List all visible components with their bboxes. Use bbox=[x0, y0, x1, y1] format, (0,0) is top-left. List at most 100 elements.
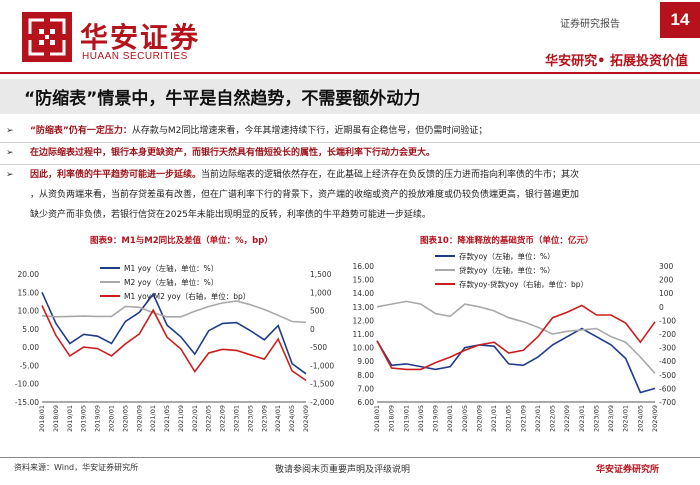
bullet-3-text: 当前边际缩表的逻辑依然存在，在此基础上经济存在负反馈的压力进而指向利率债的牛市；… bbox=[201, 170, 580, 180]
right-ytick-left: 6.00 bbox=[357, 398, 374, 407]
disclaimer-link[interactable]: 敬请参阅末页重要声明及评级说明 bbox=[275, 465, 411, 475]
bullet-item-1: “防缩表”仍有一定压力：从存款与M2同比增速来看，今年其增速持续下行，近期虽有企… bbox=[30, 124, 690, 139]
row-divider bbox=[0, 142, 700, 143]
right-ytick-left: 11.00 bbox=[353, 330, 375, 339]
left-ytick-right: 1,500 bbox=[310, 270, 332, 279]
right-ytick-right: -600 bbox=[659, 384, 676, 393]
left-legend-label: M2 yoy（左轴，单位：%） bbox=[124, 277, 218, 287]
right-xtick: 2021/05 bbox=[505, 405, 513, 432]
left-xtick: 2018/01 bbox=[38, 405, 46, 432]
right-ytick-right: 300 bbox=[659, 262, 674, 271]
row-divider bbox=[0, 164, 700, 165]
right-ytick-right: 0 bbox=[659, 303, 664, 312]
left-ytick-right: -1,500 bbox=[310, 380, 334, 389]
left-legend-label: M1 yoy-M2 yoy（右轴，单位：bp） bbox=[124, 291, 250, 301]
right-xtick: 2020/09 bbox=[475, 405, 483, 432]
right-xtick: 2022/05 bbox=[549, 405, 557, 432]
right-ytick-right: 100 bbox=[659, 289, 674, 298]
right-ytick-right: -200 bbox=[659, 330, 676, 339]
left-xtick: 2019/01 bbox=[66, 405, 74, 432]
left-xtick: 2024/01 bbox=[274, 405, 282, 432]
left-xtick: 2021/05 bbox=[163, 405, 171, 432]
left-xtick: 2019/05 bbox=[80, 405, 88, 432]
chart-caption-right: 图表10：降准释放的基础货币（单位：亿元） bbox=[420, 236, 594, 246]
right-xtick: 2023/09 bbox=[607, 405, 615, 432]
left-series-line-2 bbox=[41, 300, 307, 324]
left-xtick: 2024/09 bbox=[302, 405, 310, 432]
left-xtick: 2018/09 bbox=[52, 405, 60, 432]
chart-caption-left: 图表9：M1与M2同比及差值（单位：%，bp） bbox=[90, 236, 273, 246]
right-ytick-left: 14.00 bbox=[353, 289, 375, 298]
right-xtick: 2018/09 bbox=[388, 405, 396, 432]
right-xtick: 2023/05 bbox=[592, 405, 600, 432]
right-xtick: 2024/01 bbox=[622, 405, 630, 432]
left-series-line-1 bbox=[41, 291, 307, 375]
bullet-1-bold: “防缩表”仍有一定压力： bbox=[30, 126, 132, 136]
bullet-3-bold: 因此，利率债的牛平趋势可能进一步延续。 bbox=[30, 170, 202, 180]
source-note: 资料来源：Wind，华安证券研究所 bbox=[14, 463, 139, 472]
right-ytick-left: 10.00 bbox=[353, 344, 375, 353]
left-ytick-right: 0 bbox=[310, 325, 315, 334]
right-xtick: 2023/01 bbox=[578, 405, 586, 432]
bullet-item-3: 因此，利率债的牛平趋势可能进一步延续。当前边际缩表的逻辑依然存在，在此基础上经济… bbox=[30, 168, 690, 183]
right-ytick-left: 13.00 bbox=[353, 303, 375, 312]
chart-right: 16.00 15.00 14.00 13.00 12.00 11.00 10.00 9.00 8… bbox=[353, 251, 677, 432]
right-ytick-left: 8.00 bbox=[357, 371, 374, 380]
right-series-line-2 bbox=[376, 300, 656, 374]
left-xtick: 2020/01 bbox=[107, 405, 115, 432]
report-type-label: 证券研究报告 bbox=[560, 19, 620, 30]
right-ytick-right: 200 bbox=[659, 276, 674, 285]
bullet-3-line-3: 缺少资产而非负债，若银行信贷在2025年未能出现明显的反转，利率债的牛平趋势可能… bbox=[30, 210, 431, 220]
page-title: “防缩表”情景中，牛平是自然趋势，不需要额外动力 bbox=[24, 89, 421, 109]
right-xtick: 2024/09 bbox=[651, 405, 659, 432]
right-xtick: 2020/05 bbox=[461, 405, 469, 432]
left-ytick-right: -500 bbox=[310, 343, 327, 352]
left-ytick-right: -2,000 bbox=[310, 398, 334, 407]
right-xtick: 2018/01 bbox=[373, 405, 381, 432]
bullet-arrow-icon: ➢ bbox=[6, 148, 14, 158]
left-xtick: 2024/05 bbox=[288, 405, 296, 432]
right-series-line-3 bbox=[376, 304, 656, 371]
bullet-3-line-2: ，从资负两端来看，当前存贷差虽有改善，但在广谱利率下行的背景下，资产端的收缩或资… bbox=[30, 190, 580, 200]
right-ytick-left: 16.00 bbox=[353, 262, 375, 271]
left-xtick: 2022/05 bbox=[205, 405, 213, 432]
right-xtick: 2024/05 bbox=[636, 405, 644, 432]
right-ytick-left: 7.00 bbox=[357, 384, 374, 393]
bullet-arrow-icon: ➢ bbox=[6, 170, 14, 180]
footer-divider bbox=[0, 457, 700, 458]
page-number-badge: 14 bbox=[660, 2, 700, 38]
left-ytick-left: -5.00 bbox=[20, 361, 40, 370]
left-ytick-right: 1,000 bbox=[310, 288, 332, 297]
left-ytick-left: -10.00 bbox=[15, 380, 39, 389]
right-ytick-left: 9.00 bbox=[357, 357, 374, 366]
left-ytick-left: 15.00 bbox=[18, 288, 40, 297]
bullet-1-text: 从存款与M2同比增速来看，今年其增速持续下行，近期虽有企稳信号，但仍需时间验证； bbox=[131, 126, 488, 136]
left-ytick-left: 5.00 bbox=[22, 325, 39, 334]
logo-icon bbox=[22, 12, 72, 62]
left-xtick: 2021/09 bbox=[177, 405, 185, 432]
left-ytick-right: 500 bbox=[310, 307, 325, 316]
bullet-item-2: 在边际缩表过程中，银行本身更缺资产，而银行天然具有借短投长的属性，长端利率下行动… bbox=[30, 146, 690, 161]
left-series-line-3 bbox=[41, 305, 307, 382]
right-legend-label: 存款yoy-贷款yoy（右轴，单位：bp） bbox=[459, 279, 588, 289]
left-xtick: 2023/09 bbox=[260, 405, 268, 432]
footer-firm: 华安证券研究所 bbox=[596, 465, 660, 475]
right-legend-label: 存款yoy（左轴，单位：%） bbox=[459, 251, 555, 261]
left-xtick: 2019/09 bbox=[94, 405, 102, 432]
left-xtick: 2020/05 bbox=[121, 405, 129, 432]
right-xtick: 2019/01 bbox=[402, 405, 410, 432]
right-ytick-left: 12.00 bbox=[353, 316, 375, 325]
logo-subtext: HUAAN SECURITIES bbox=[82, 51, 188, 62]
right-xtick: 2019/09 bbox=[432, 405, 440, 432]
right-xtick: 2021/01 bbox=[490, 405, 498, 432]
left-xtick: 2022/09 bbox=[219, 405, 227, 432]
left-legend-label: M1 yoy（左轴，单位：%） bbox=[124, 263, 218, 273]
left-xtick: 2022/01 bbox=[191, 405, 199, 432]
left-ytick-left: 20.00 bbox=[18, 270, 40, 279]
header-divider bbox=[0, 72, 700, 74]
right-ytick-right: -400 bbox=[659, 357, 676, 366]
bullet-arrow-icon: ➢ bbox=[6, 126, 14, 136]
right-xtick: 2021/09 bbox=[519, 405, 527, 432]
right-ytick-right: -100 bbox=[659, 316, 676, 325]
right-xtick: 2022/09 bbox=[563, 405, 571, 432]
